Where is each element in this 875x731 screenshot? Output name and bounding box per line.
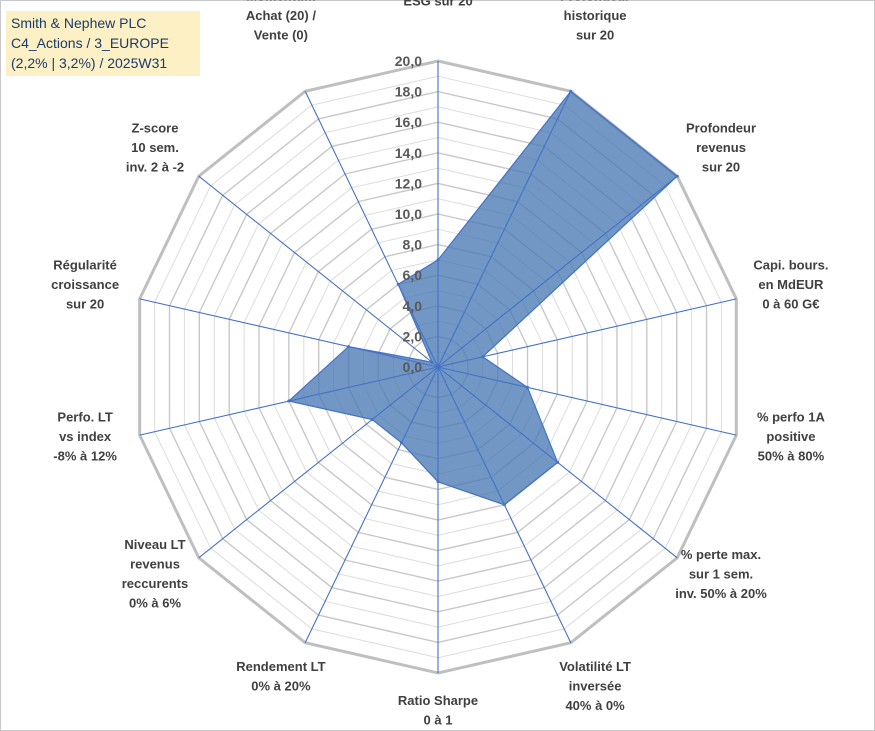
radar-axis-label: Profondeur historique sur 20 xyxy=(560,0,630,42)
radar-axis-label-line: Capi. bours. xyxy=(753,257,828,272)
radial-tick-label: 10,0 xyxy=(395,206,422,222)
radar-axis-label-line: Régularité xyxy=(53,257,117,272)
radar-axis-label-line: 0% à 6% xyxy=(129,596,181,611)
radar-axis-label-line: Achat (20) / xyxy=(246,8,316,23)
radar-axis-label-line: Perfo. LT xyxy=(57,410,112,425)
radar-spoke xyxy=(437,298,737,368)
radial-tick-label: 0,0 xyxy=(403,359,423,375)
radar-axis-label: Niveau LT revenus reccurents 0% à 6% xyxy=(122,537,188,611)
radar-axis-label-line: positive xyxy=(766,429,815,444)
radar-axis-label: % perfo 1A positive 50% à 80% xyxy=(757,410,826,464)
radar-axis-label-line: % perte max. xyxy=(681,547,761,562)
radar-axis-label-line: Niveau LT xyxy=(124,537,185,552)
radar-axis-label-line: Volatilité LT xyxy=(559,659,631,674)
radar-axis-label-line: 10 sem. xyxy=(131,140,179,155)
radar-spoke xyxy=(437,91,572,368)
radar-axis-label-line: croissance xyxy=(51,277,119,292)
radar-axis-label-line: en MdEUR xyxy=(758,277,824,292)
radial-tick-label: 18,0 xyxy=(395,84,422,100)
radar-axis-label: Ratio Sharpe 0 à 1 xyxy=(398,693,478,728)
radar-axis-label-line: vs index xyxy=(59,429,112,444)
radar-axis-label: Profondeur revenus sur 20 xyxy=(686,120,756,174)
radar-spoke xyxy=(139,366,439,436)
radar-spoke xyxy=(437,366,678,559)
radar-axis-label: Rendement LT 0% à 20% xyxy=(236,659,325,694)
radar-spoke xyxy=(198,175,439,368)
radar-axis-label-line: Rendement LT xyxy=(236,659,325,674)
radar-spoke xyxy=(304,91,439,368)
radar-axis-label-line: Ratio Sharpe xyxy=(398,693,478,708)
radial-tick-label: 16,0 xyxy=(395,114,422,130)
radar-axis-label-line: 50% à 80% xyxy=(758,449,825,464)
radar-axis-label: Perfo. LT vs index -8% à 12% xyxy=(53,410,117,464)
radar-axis-label-line: sur 1 sem. xyxy=(689,566,753,581)
radar-axis-label-line: 0 à 60 G€ xyxy=(762,296,819,311)
radial-tick-label: 6,0 xyxy=(403,267,423,283)
radar-axis-label: Volatilité LT inversée 40% à 0% xyxy=(559,659,631,713)
radar-axis-label-line: sur 20 xyxy=(702,159,740,174)
radar-axis-label-line: revenus xyxy=(130,557,180,572)
radar-axis-label: Capi. bours. en MdEUR 0 à 60 G€ xyxy=(753,257,828,311)
radar-axis-label-line: historique xyxy=(564,8,627,23)
radar-axis-label-line: Momentum xyxy=(246,0,315,3)
radar-spoke xyxy=(304,366,439,643)
radar-axis-label-line: Profondeur xyxy=(686,120,756,135)
radar-axis-label-line: Profondeur xyxy=(560,0,630,3)
radar-axis-label-line: -8% à 12% xyxy=(53,449,117,464)
title-line-category: C4_Actions / 3_EUROPE xyxy=(11,35,169,51)
radar-axis-label-line: sur 20 xyxy=(576,27,614,42)
radar-axis-label: Régularité croissance sur 20 xyxy=(51,257,119,311)
radar-axis-label: % perte max. sur 1 sem. inv. 50% à 20% xyxy=(675,547,767,601)
radar-axis-label-line: 40% à 0% xyxy=(565,698,625,713)
radar-axis-label-line: ESG sur 20 xyxy=(403,0,472,9)
radar-axis-label-line: inversée xyxy=(569,679,622,694)
radial-tick-label: 4,0 xyxy=(403,298,423,314)
radar-spoke xyxy=(437,366,572,643)
radar-axis-label-line: 0% à 20% xyxy=(251,679,311,694)
radial-tick-label: 8,0 xyxy=(403,237,423,253)
radar-spoke xyxy=(437,175,678,368)
radar-axis-label: Z-score 10 sem. inv. 2 à -2 xyxy=(126,120,184,174)
radar-axis-label-line: inv. 2 à -2 xyxy=(126,159,184,174)
radar-axis-label-line: 0 à 1 xyxy=(424,713,453,728)
radar-axis-label-line: % perfo 1A xyxy=(757,410,826,425)
radar-axis-label-line: Z-score xyxy=(132,120,179,135)
radar-axis-label-line: reccurents xyxy=(122,576,188,591)
radar-axis-label: Momentum Achat (20) / Vente (0) xyxy=(246,0,316,42)
radar-axis-label-line: sur 20 xyxy=(66,296,104,311)
radar-series-area xyxy=(287,90,679,506)
title-line-period: (2,2% | 3,2%) / 2025W31 xyxy=(11,55,168,71)
radar-spoke xyxy=(437,366,737,436)
radial-tick-label: 14,0 xyxy=(395,145,422,161)
radar-axis-label-line: inv. 50% à 20% xyxy=(675,586,767,601)
radial-tick-label: 12,0 xyxy=(395,175,422,191)
radial-tick-label: 20,0 xyxy=(395,53,422,69)
chart-title-box: Smith & Nephew PLC C4_Actions / 3_EUROPE… xyxy=(6,11,200,76)
radar-spoke xyxy=(139,298,439,368)
radar-axis-label: NoteESG sur 20 xyxy=(403,0,472,9)
radial-tick-label: 2,0 xyxy=(403,328,423,344)
title-line-company: Smith & Nephew PLC xyxy=(11,15,147,31)
radar-axis-label-line: Vente (0) xyxy=(254,27,308,42)
radar-axis-label-line: revenus xyxy=(696,140,746,155)
radar-spoke xyxy=(198,366,439,559)
